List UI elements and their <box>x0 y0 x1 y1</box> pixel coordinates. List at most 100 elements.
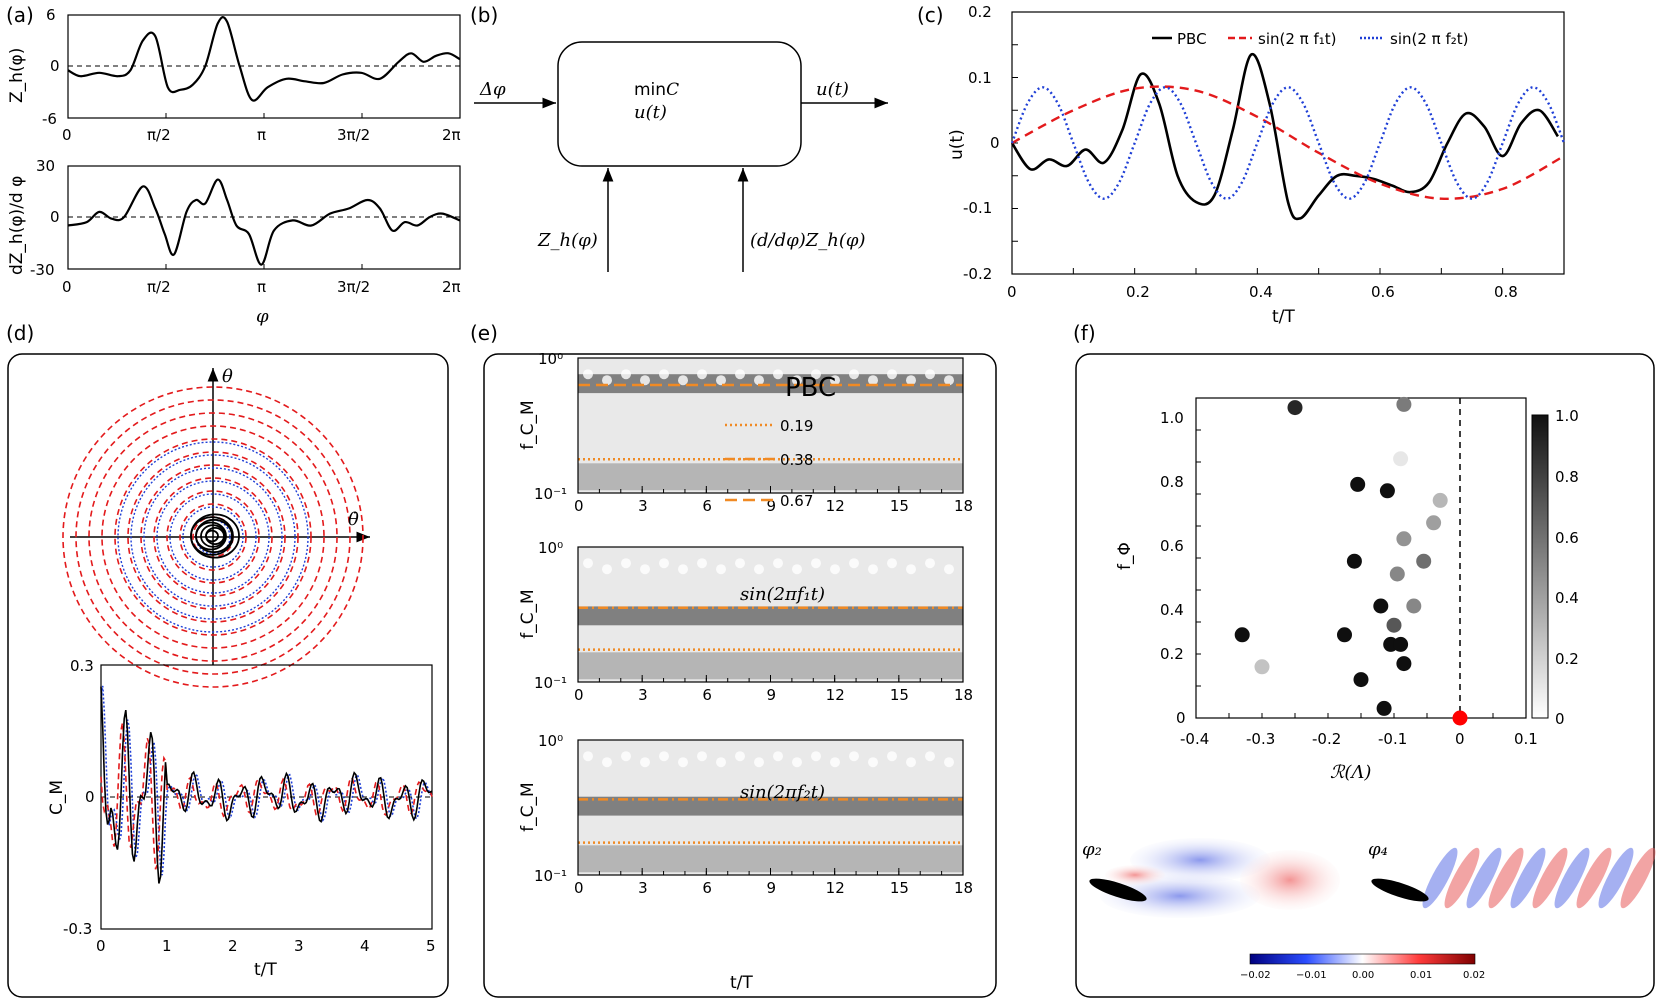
panel-c-xtick-3: 0.6 <box>1371 283 1395 301</box>
panel-f-ylabel: f_Φ <box>1115 542 1135 570</box>
panel-d-xtick-4: 4 <box>360 937 370 955</box>
panel-a-bottom-ytick-1: 0 <box>50 208 60 226</box>
spectrogram-lowband-1 <box>578 652 963 680</box>
spectrogram-spot-2 <box>792 757 802 768</box>
spectrogram-band-0 <box>578 374 963 394</box>
panel-c-legend: PBC sin(2 π f₁t) sin(2 π f₂t) <box>1152 30 1468 48</box>
spectrogram-xtick-label: 12 <box>826 497 845 515</box>
spectrogram-spot-0 <box>811 369 821 380</box>
spectrogram-spot-1 <box>583 558 593 569</box>
spectrogram-spot-1 <box>830 564 840 575</box>
panel-a-top-xticks: 0 π/2 π 3π/2 2π <box>62 126 461 144</box>
scatter-point-4 <box>1350 476 1366 492</box>
phase-ylabel: θ <box>222 366 233 387</box>
panel-d-xlabel: t/T <box>254 960 277 980</box>
panel-c-xtick-1: 0.2 <box>1126 283 1150 301</box>
spectrogram-ylabel: f_C_M <box>518 400 538 450</box>
mode-phi4-band <box>1554 847 1590 909</box>
mode-phi4-band <box>1488 847 1524 909</box>
panel-c-ytick-1: 0.1 <box>968 69 992 87</box>
phase-ring-blue <box>117 441 309 633</box>
spectrogram-spot-0 <box>830 375 840 386</box>
input-label-dzh: (d/dφ)Z_h(φ) <box>750 230 866 251</box>
spectrogram-spot-1 <box>716 564 726 575</box>
spectrogram-legend: 0.19 0.38 0.67 <box>725 417 813 510</box>
panel-f-xticks: -0.4 -0.3 -0.2 -0.1 0 0.1 <box>1180 730 1538 748</box>
panel-label-b: (b) <box>470 3 498 27</box>
panel-d-yticks: 0.3 0 -0.3 <box>63 657 95 938</box>
spectrogram-xtick-label: 9 <box>767 686 777 704</box>
panel-a-top-ylabel: Z_h(φ) <box>7 48 27 103</box>
spectrogram-spot-0 <box>659 369 669 380</box>
scatter-point-2 <box>1396 396 1412 412</box>
panel-e-xlabel: t/T <box>730 973 753 993</box>
spectrogram-spot-0 <box>754 375 764 386</box>
panel-c-ytick-3: -0.1 <box>963 199 992 217</box>
spectrogram-xtick-label: 3 <box>638 879 648 897</box>
spectrogram-spot-2 <box>925 751 935 762</box>
panel-a-bottom-xtick-0: 0 <box>62 278 72 296</box>
phase-ring-red <box>62 386 364 688</box>
panel-c-series-line-2 <box>1011 85 1565 200</box>
spectrogram-spot-1 <box>868 564 878 575</box>
spectrogram-title-pbc: PBC <box>785 373 836 403</box>
panel-c-xlabel: t/T <box>1272 307 1295 327</box>
mode-phi4-band <box>1444 847 1480 909</box>
mode-colorbar-ticks: −0.02 −0.01 0.00 0.01 0.02 <box>1240 970 1485 981</box>
mode-phi4-band <box>1532 847 1568 909</box>
panel-c-xtick-0: 0 <box>1007 283 1017 301</box>
spectrogram-plots: 0 3 6 9 12 15 18 10⁰ 10⁻¹ f_C_M 0 3 6 9 12 15 18 10⁰ 10⁻¹ f… <box>518 350 973 897</box>
spectrogram-spot-1 <box>640 564 650 575</box>
input-label-zh: Z_h(φ) <box>537 230 598 251</box>
mode-cbar-tick-2: 0.00 <box>1352 970 1374 981</box>
panel-f-points <box>1234 396 1468 726</box>
spectrogram-ytick-bottom: 10⁻¹ <box>534 867 567 885</box>
phase-rings <box>62 386 364 688</box>
panel-f-xtick-1: -0.3 <box>1246 730 1275 748</box>
panel-b: (b) minC u(t) Δφ u(t) Z_h(φ) (d/dφ)Z_h(φ… <box>470 3 888 272</box>
spectrogram-spot-1 <box>925 558 935 569</box>
legend-label-pbc: PBC <box>1177 30 1207 48</box>
panel-e-frame <box>483 353 997 998</box>
panel-f: (f) 1.0 0.8 0.6 0.4 0.2 0 -0.4 -0.3 -0.2… <box>1073 321 1656 998</box>
spectrogram-spot-2 <box>887 751 897 762</box>
spectrogram-spot-2 <box>583 751 593 762</box>
spectrogram-spot-2 <box>621 751 631 762</box>
spectrogram-xtick-label: 6 <box>702 879 712 897</box>
spectrogram-spot-0 <box>697 369 707 380</box>
spectrogram-ytick-bottom: 10⁻¹ <box>534 674 567 692</box>
mode-colorbar <box>1249 953 1476 965</box>
spectrogram-xtick-label: 12 <box>826 686 845 704</box>
phase-ring-red <box>140 464 286 610</box>
spectrogram-xtick-label: 18 <box>954 879 973 897</box>
mode-label-phi4: φ₄ <box>1368 839 1388 860</box>
panel-c-ticks <box>1011 11 1565 275</box>
phase-ring-blue <box>169 493 257 581</box>
spectrogram-spot-1 <box>735 558 745 569</box>
panel-c-yticks: 0.2 0.1 0 -0.1 -0.2 <box>963 3 1000 283</box>
panel-f-ytick-3: 0.4 <box>1160 601 1184 619</box>
phase-ring-red <box>127 451 299 623</box>
phase-ring-blue <box>156 480 270 594</box>
panel-f-cbar-tick-1: 0.8 <box>1555 468 1579 486</box>
panel-a-top-xtick-4: 2π <box>442 126 461 144</box>
panel-f-ytick-2: 0.6 <box>1160 537 1184 555</box>
phase-ring-red <box>75 399 351 675</box>
panel-d-xtick-0: 0 <box>96 937 106 955</box>
panel-c: (c) 0.2 0.1 0 -0.1 -0.2 0 0.2 0.4 0.6 0.… <box>917 3 1566 327</box>
legend-label-sin-f2: sin(2 π f₂t) <box>1390 30 1468 48</box>
scatter-point-19 <box>1254 659 1270 675</box>
phase-ring-black <box>190 513 240 559</box>
panel-f-ticks <box>1195 397 1527 719</box>
spectrogram-spot-1 <box>602 564 612 575</box>
spectrogram-xtick-label: 12 <box>826 879 845 897</box>
mode-image-phi2: φ₂ <box>1080 812 1352 940</box>
spectrogram-spot-2 <box>754 757 764 768</box>
panel-c-ytick-2: 0 <box>990 134 1000 152</box>
panel-a-bottom-xtick-2: π <box>257 278 266 296</box>
scatter-point-22 <box>1376 700 1392 716</box>
panel-f-ytick-0: 1.0 <box>1160 409 1184 427</box>
panel-a-top-xtick-2: π <box>257 126 266 144</box>
panel-f-xtick-0: -0.4 <box>1180 730 1209 748</box>
mode-cbar-tick-0: −0.02 <box>1240 970 1271 981</box>
